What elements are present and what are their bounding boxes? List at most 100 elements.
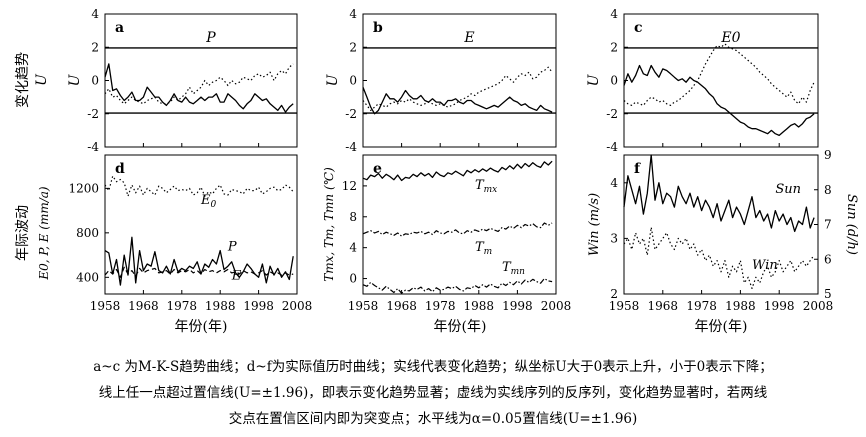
y-tick-label: 2 (91, 40, 99, 54)
panel-e: e 1958 1968 1978 1988 1998 2008 0 4 8 12 Tmx, Tm, T… (322, 154, 572, 313)
series-line-e0 (104, 175, 294, 197)
series-line-tm (362, 222, 553, 237)
panel-b: b -4 -2 0 2 4 U E (325, 7, 557, 154)
y-tick-label-right: 5 (824, 287, 832, 301)
y-tick-label: -2 (606, 107, 618, 121)
series-annotation: Tmx (475, 178, 497, 195)
x-tick-label: 1978 (686, 299, 717, 313)
series-annotation: E (231, 269, 242, 284)
x-tick-label: 1978 (425, 299, 456, 313)
figure: 变化趋势 U 年际波动 E0, P, E (mm/a) 年份(年) 年份(年) … (15, 7, 859, 335)
x-tick-label: 1958 (348, 299, 379, 313)
y-tick-label: 2 (349, 40, 357, 54)
x-tick-label: 2008 (803, 299, 834, 313)
x-tick-label: 1998 (502, 299, 533, 313)
y-axis-label: U (325, 73, 341, 86)
x-tick-label: 1958 (90, 299, 121, 313)
panel-letter: a (115, 20, 124, 36)
series-line-tmx (362, 160, 553, 182)
series-line-forward (362, 86, 553, 115)
y-axis-label: Tmx, Tm, Tmn (℃) (322, 167, 336, 282)
y-tick-label: 1200 (68, 181, 99, 195)
y-tick-label-right: 6 (824, 252, 832, 266)
row-label-fluct: 年际波动 (15, 205, 31, 261)
plot-frame (104, 154, 298, 295)
x-tick-label: 1968 (648, 299, 679, 313)
y-tick-label-right: 9 (824, 148, 832, 162)
y-axis-label-right: Sun (d/h) (844, 194, 859, 255)
y-tick-label: 400 (76, 270, 99, 284)
panel-letter: f (634, 161, 641, 177)
y-axis-label-left: Win (m/s) (587, 193, 602, 256)
x-tick-label: 1978 (167, 299, 198, 313)
x-tick-label: 2008 (541, 299, 572, 313)
x-tick-label: 1968 (128, 299, 159, 313)
caption-line-1: a~c 为M-K-S趋势曲线；d~f为实际值历时曲线；实线代表变化趋势；纵坐标U… (93, 359, 773, 375)
x-tick-label: 1968 (386, 299, 417, 313)
y-tick-label: 0 (349, 272, 357, 286)
series-annotation: P (227, 240, 237, 255)
series-line-tmn (362, 278, 553, 294)
panel-c: c -4 -2 0 2 4 U E0 (586, 7, 819, 154)
series-line-backward (623, 43, 815, 107)
panel-letter: b (373, 20, 383, 36)
x-tick-label: 1988 (464, 299, 495, 313)
y-tick-label: 0 (610, 74, 618, 88)
y-tick-label: 12 (342, 179, 357, 193)
row-label-fluct-var: E0, P, E (mm/a) (37, 186, 51, 281)
x-tick-label: 1988 (205, 299, 236, 313)
y-tick-label: 4 (349, 241, 357, 255)
xlabel-1: 年份(年) (175, 319, 228, 335)
panel-title: P (205, 30, 216, 46)
plot-frame (362, 13, 557, 148)
series-annotation: Sun (775, 182, 801, 197)
y-tick-label: 3 (610, 231, 618, 245)
series-annotation: E0 (200, 193, 217, 210)
x-tick-label: 1998 (243, 299, 274, 313)
xlabel-3: 年份(年) (695, 319, 748, 335)
plot-frame (362, 154, 557, 295)
xlabel-2: 年份(年) (434, 319, 487, 335)
panel-letter: d (115, 161, 125, 177)
series-line-sun (623, 154, 815, 233)
y-tick-label-right: 7 (824, 218, 832, 232)
series-annotation: Win (752, 258, 778, 273)
y-tick-label: -4 (87, 140, 99, 154)
series-line-win (623, 226, 815, 289)
y-tick-label: 4 (91, 7, 99, 21)
y-tick-label: -2 (345, 107, 357, 121)
series-annotation: Tmn (502, 260, 525, 277)
y-tick-label: 4 (349, 7, 357, 21)
x-tick-label: 1958 (609, 299, 640, 313)
y-tick-label: -4 (606, 140, 618, 154)
panel-d: d 1958 1968 1978 1988 1998 2008 400 800 1200 E0 PE (68, 154, 313, 313)
x-tick-label: 1998 (764, 299, 795, 313)
y-tick-label: 2 (610, 287, 618, 301)
series-line-backward (362, 66, 553, 112)
panel-f: f 1958 1968 1978 1988 1998 2008 2 3 4 5 6 7 8 9 Win (m/… (587, 148, 859, 313)
series-line-forward (104, 63, 294, 113)
row-label-trend: 变化趋势 (15, 52, 31, 108)
y-tick-label-right: 8 (824, 183, 832, 197)
plot-frame (104, 13, 298, 148)
x-tick-label: 2008 (282, 299, 313, 313)
x-tick-label: 1988 (725, 299, 756, 313)
series-line-forward (623, 64, 815, 137)
caption-line-3: 交点在置信区间内即为突变点；水平线为α=0.05置信线(U=±1.96) (228, 411, 638, 427)
y-tick-label: 8 (349, 210, 357, 224)
y-tick-label: -4 (345, 140, 357, 154)
panel-letter: e (373, 161, 382, 177)
y-tick-label: 4 (610, 7, 618, 21)
y-tick-label: 0 (349, 74, 357, 88)
figure-caption: a~c 为M-K-S趋势曲线；d~f为实际值历时曲线；实线代表变化趋势；纵坐标U… (0, 354, 866, 432)
y-tick-label: 4 (610, 176, 618, 190)
y-tick-label: -2 (87, 107, 99, 121)
panel-title: E0 (720, 30, 740, 46)
y-axis-label: U (67, 73, 83, 86)
panel-title: E (463, 30, 474, 46)
panel-a: a -4 -2 0 2 4 U P (67, 7, 298, 154)
y-axis-label: U (586, 73, 602, 86)
series-line-p (104, 236, 294, 286)
row-label-trend-var: U (34, 73, 50, 86)
caption-line-2: 线上任一点超过置信线(U=±1.96)，即表示变化趋势显著；虚线为实线序列的反序… (98, 385, 768, 401)
